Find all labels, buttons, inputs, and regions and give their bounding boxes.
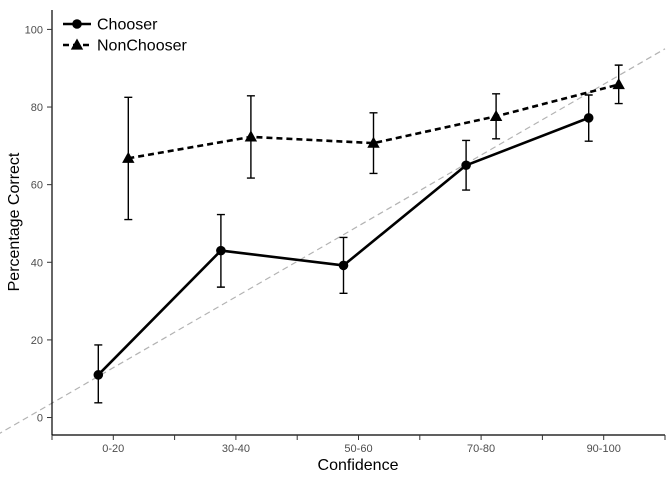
y-axis-ticks: 0 20 40 60 80 100: [25, 24, 52, 425]
legend-marker-nonchooser: [70, 38, 84, 50]
x-axis-title: Confidence: [318, 457, 399, 474]
data-point-chooser: [461, 160, 471, 171]
data-point-nonchooser: [612, 78, 625, 90]
x-tick-label: 0-20: [102, 443, 124, 455]
series-line-nonchooser: [128, 83, 620, 160]
data-point-nonchooser: [489, 109, 503, 121]
data-point-nonchooser: [122, 151, 135, 163]
reference-diagonal-line: [0, 48, 666, 434]
legend-label-nonchooser: NonChooser: [97, 38, 188, 55]
legend-marker-chooser: [72, 19, 82, 29]
y-tick-label: 0: [37, 413, 43, 425]
x-tick-label: 30-40: [222, 443, 250, 455]
y-axis-title: Percentage Correct: [6, 152, 23, 291]
series-nonchooser: [122, 64, 625, 221]
data-point-nonchooser: [367, 136, 380, 148]
x-axis-ticks: 0-20 30-40 50-60 70-80 90-100: [51, 435, 666, 455]
data-point-chooser: [338, 260, 349, 271]
y-tick-label: 40: [31, 257, 43, 269]
legend: Chooser NonChooser: [63, 17, 188, 55]
plot-area: [93, 64, 625, 404]
data-point-chooser: [216, 245, 226, 256]
data-point-nonchooser: [244, 130, 258, 142]
data-point-chooser: [93, 370, 104, 380]
x-tick-label: 50-60: [344, 443, 372, 455]
y-tick-label: 60: [31, 180, 43, 192]
data-point-chooser: [583, 113, 594, 123]
y-tick-label: 20: [31, 335, 43, 347]
series-chooser: [93, 94, 594, 404]
legend-label-chooser: Chooser: [97, 17, 158, 34]
legend-item-nonchooser: NonChooser: [63, 38, 188, 55]
legend-item-chooser: Chooser: [63, 17, 158, 34]
x-tick-label: 90-100: [587, 443, 621, 455]
x-tick-label: 70-80: [467, 443, 495, 455]
y-tick-label: 100: [25, 24, 43, 36]
y-tick-label: 80: [31, 102, 43, 114]
